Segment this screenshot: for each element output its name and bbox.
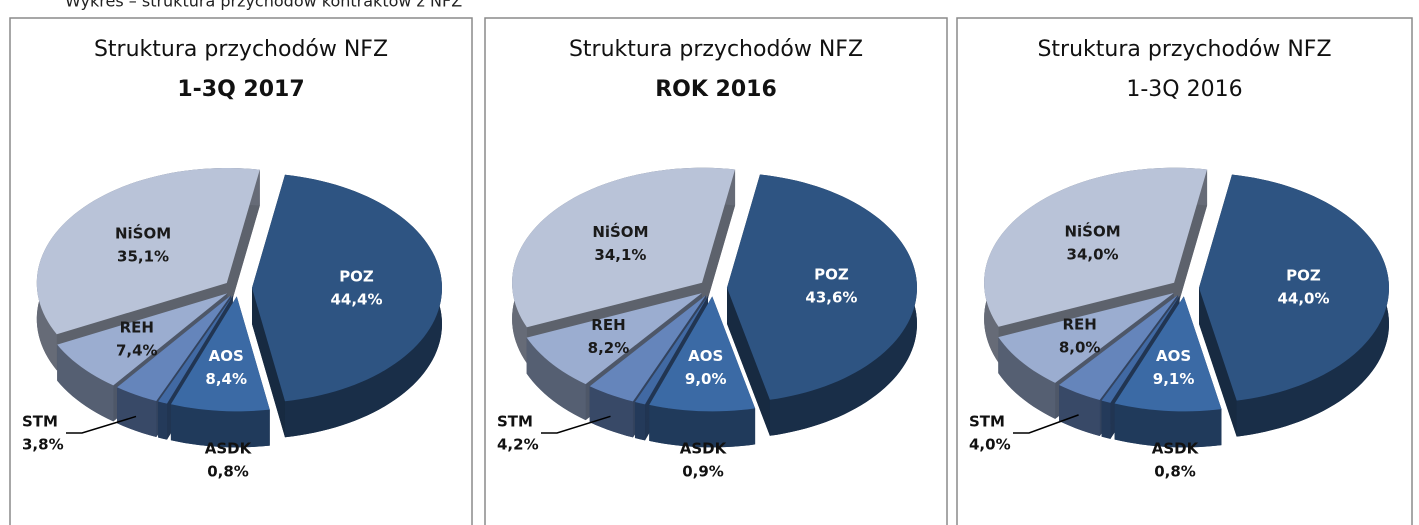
slice-top (1198, 174, 1389, 401)
slice-label: ASDK (205, 440, 253, 458)
slice-label: POZ (814, 266, 849, 284)
slice-wall (1174, 169, 1208, 319)
slice-label: ASDK (1152, 440, 1200, 458)
slice-value-label: 43,6% (805, 289, 857, 307)
leader-line (66, 415, 137, 434)
slice-top (589, 295, 706, 402)
slice-side (1114, 403, 1222, 448)
panel-border (484, 17, 948, 525)
chart-subtitle: 1-3Q 2017 (177, 77, 304, 102)
slice-label: STM (22, 413, 58, 431)
slice-label: REH (591, 316, 625, 334)
chart-title: Struktura przychodów NFZ (569, 37, 863, 62)
slice-top (1059, 295, 1178, 401)
slice (649, 296, 756, 448)
leader-line (541, 415, 611, 434)
slice-wall (702, 169, 736, 319)
slice-value-label: 0,9% (682, 463, 724, 481)
slice-wall (252, 288, 285, 438)
slice-top (634, 295, 708, 405)
slice (1114, 296, 1222, 448)
slice-side (117, 387, 157, 438)
slice-top (1114, 296, 1222, 412)
slice-value-label: 0,8% (207, 463, 249, 481)
slice-side (526, 337, 586, 421)
slice-side (57, 344, 114, 422)
slice-top (984, 167, 1208, 327)
chart-subtitle: 1-3Q 2016 (1126, 77, 1242, 102)
slice (726, 174, 917, 436)
slice-label: NiŚOM (115, 224, 171, 243)
slice (170, 296, 270, 448)
slice-value-label: 34,1% (594, 246, 646, 264)
slice-value-label: 8,4% (205, 370, 247, 388)
slice-top (998, 293, 1174, 383)
panel-border (9, 17, 473, 525)
slice-label: AOS (209, 347, 244, 365)
slice-label: AOS (1156, 347, 1191, 365)
slice-side (589, 386, 633, 438)
slice-value-label: 3,8% (22, 436, 64, 454)
slice-label: POZ (339, 268, 374, 286)
slice-value-label: 9,1% (1153, 370, 1195, 388)
slice-top (252, 174, 442, 402)
slice-top (117, 295, 231, 402)
slice-top (36, 167, 260, 335)
slice-wall (1198, 287, 1237, 437)
slice-side (170, 404, 270, 448)
slice-value-label: 8,2% (588, 339, 630, 357)
slice-value-label: 35,1% (117, 248, 169, 266)
slice-side (1101, 400, 1111, 439)
slice-top (726, 174, 917, 400)
leader-line (1013, 414, 1079, 434)
slice-side (634, 402, 646, 441)
slice-top (649, 296, 756, 412)
slice-side (649, 404, 756, 448)
slice-label: AOS (688, 347, 723, 365)
chart-subtitle: ROK 2016 (655, 77, 777, 102)
slice-top (57, 293, 228, 386)
slice-label: POZ (1286, 267, 1321, 285)
slice-value-label: 8,0% (1059, 338, 1101, 356)
slice-value-label: 0,8% (1154, 463, 1196, 481)
chart-title: Struktura przychodów NFZ (1037, 37, 1331, 62)
slice-side (998, 337, 1056, 419)
caption: Wykres – struktura przychodów kontraktów… (65, 0, 462, 11)
slice-side (1059, 384, 1100, 437)
slice-value-label: 34,0% (1067, 246, 1119, 264)
slice-top (158, 295, 233, 404)
slice-wall (726, 287, 770, 436)
slice-label: STM (497, 413, 533, 431)
slice-label: ASDK (680, 440, 728, 458)
slice-label: NiŚOM (592, 222, 648, 241)
slice-value-label: 4,0% (969, 436, 1011, 454)
slice-side (158, 401, 167, 440)
slice-top (170, 296, 270, 412)
slice-top (1101, 295, 1180, 403)
slice (1198, 174, 1389, 437)
slice-value-label: 44,4% (330, 291, 382, 309)
slice-value-label: 44,0% (1277, 290, 1329, 308)
slice-value-label: 9,0% (685, 370, 727, 388)
panel-border (956, 17, 1413, 525)
slice (252, 174, 442, 438)
slice-value-label: 7,4% (116, 342, 158, 360)
slice-label: NiŚOM (1064, 222, 1120, 241)
slice-top (526, 293, 702, 385)
slice-wall (226, 169, 260, 319)
slice-label: STM (969, 413, 1005, 431)
slice-value-label: 4,2% (497, 436, 539, 454)
chart-title: Struktura przychodów NFZ (94, 37, 388, 62)
slice-label: REH (1062, 315, 1096, 333)
slice-label: REH (120, 319, 154, 337)
slice-top (512, 167, 736, 328)
